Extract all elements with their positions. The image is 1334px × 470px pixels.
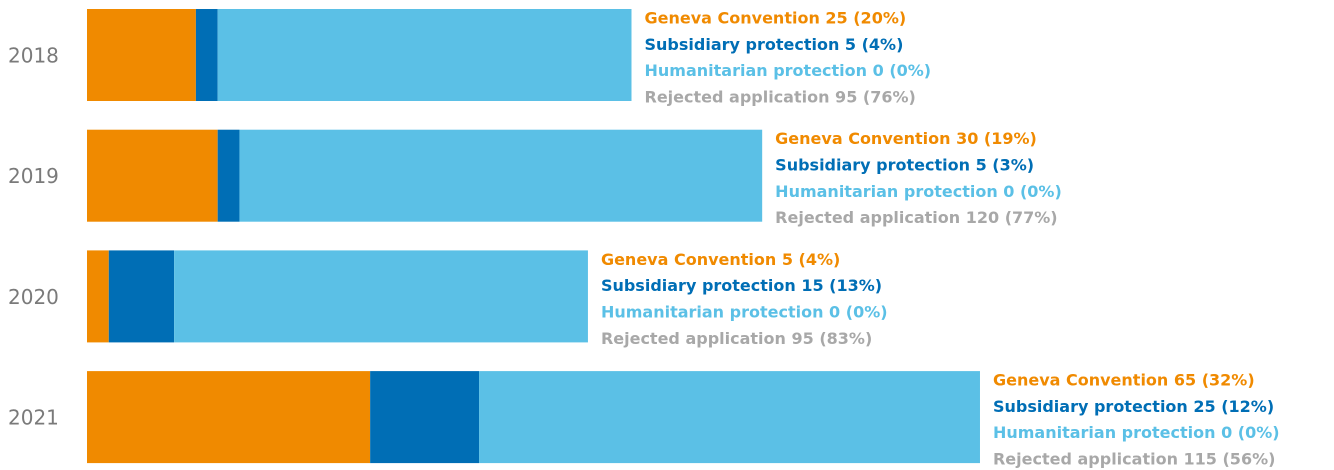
value-label: Humanitarian protection 0 (0%) bbox=[993, 423, 1280, 442]
year-label: 2021 bbox=[8, 406, 59, 430]
value-label: Humanitarian protection 0 (0%) bbox=[775, 182, 1062, 201]
value-label: Geneva Convention 30 (19%) bbox=[775, 129, 1037, 148]
bar-segment bbox=[87, 250, 109, 343]
value-label: Geneva Convention 5 (4%) bbox=[601, 250, 840, 269]
value-label: Rejected application 115 (56%) bbox=[993, 450, 1275, 469]
value-label: Humanitarian protection 0 (0%) bbox=[601, 303, 888, 322]
bar-segment bbox=[108, 250, 175, 343]
bar-segment bbox=[174, 250, 588, 343]
value-label: Humanitarian protection 0 (0%) bbox=[645, 61, 932, 80]
value-label: Geneva Convention 65 (32%) bbox=[993, 371, 1255, 390]
bar-segment bbox=[87, 371, 371, 464]
value-label: Subsidiary protection 15 (13%) bbox=[601, 276, 882, 295]
value-label: Rejected application 120 (77%) bbox=[775, 208, 1057, 227]
bar-segment bbox=[479, 371, 980, 464]
bar-segment bbox=[87, 129, 218, 222]
bar-segment bbox=[87, 9, 196, 101]
year-label: 2019 bbox=[8, 164, 59, 188]
value-label: Rejected application 95 (76%) bbox=[645, 87, 916, 106]
bar-segment bbox=[217, 9, 632, 101]
bar-segment bbox=[239, 129, 763, 222]
value-label: Subsidiary protection 5 (4%) bbox=[645, 35, 904, 54]
value-label: Subsidiary protection 5 (3%) bbox=[775, 156, 1034, 175]
year-label: 2018 bbox=[8, 44, 59, 68]
value-label: Rejected application 95 (83%) bbox=[601, 329, 872, 348]
bar-segment bbox=[195, 9, 218, 101]
year-label: 2020 bbox=[8, 285, 59, 309]
bar-segment bbox=[217, 129, 240, 222]
value-label: Subsidiary protection 25 (12%) bbox=[993, 397, 1274, 416]
value-label: Geneva Convention 25 (20%) bbox=[645, 9, 907, 28]
bar-segment bbox=[370, 371, 480, 464]
